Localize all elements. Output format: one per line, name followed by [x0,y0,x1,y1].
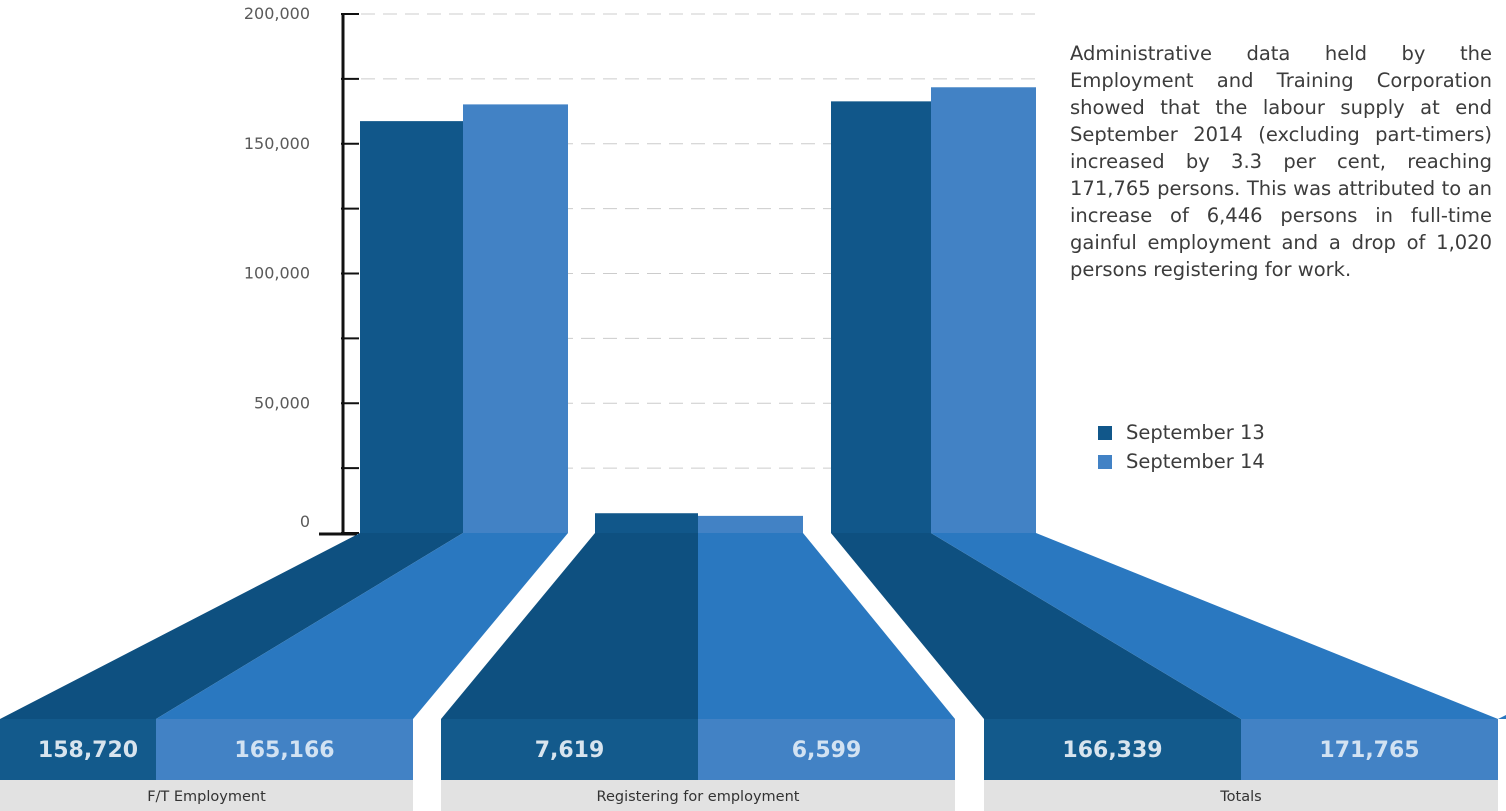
y-tick-label: 50,000 [254,393,310,412]
category-strip-totals [984,780,1498,811]
value-box-totals-september-13 [984,719,1241,780]
y-tick-label: 0 [300,512,310,531]
value-box-registering-for-employment-september-14 [698,719,955,780]
perspective-bands [0,533,1506,719]
band-tail [1498,715,1506,719]
y-tick-label: 150,000 [244,134,310,153]
band-registering-for-employment-september-13 [441,533,698,719]
bar-totals-september-13 [831,101,931,534]
value-label-f-t-employment-september-13: 158,720 [38,738,138,763]
bar-f-t-employment-september-14 [463,104,568,534]
bar-totals-september-14 [931,87,1036,533]
legend-swatch-september-14 [1098,454,1112,469]
bar-f-t-employment-september-13 [360,121,463,534]
bar-registering-for-employment-september-14 [698,515,803,533]
band-f-t-employment-september-14 [156,533,568,719]
category-label-f-t-employment: F/T Employment [147,789,266,805]
legend-swatch-september-13 [1098,425,1112,440]
y-axis: 0 50,000 100,000 150,000 200,000 [244,4,359,536]
legend: September 13 September 14 [1098,418,1265,476]
band-registering-for-employment-september-14 [698,533,955,719]
value-label-registering-for-employment-september-14: 6,599 [792,738,862,763]
value-label-totals-september-14: 171,765 [1319,738,1419,763]
legend-item-september-14: September 14 [1098,447,1265,476]
value-box-totals-september-14 [1241,719,1498,780]
y-tick-label: 100,000 [244,264,310,283]
legend-label-september-14: September 14 [1126,450,1265,473]
category-strip-registering-for-employment [441,780,955,811]
value-label-registering-for-employment-september-13: 7,619 [535,738,605,763]
band-totals-september-14 [931,533,1498,719]
band-totals-september-13 [831,533,1241,719]
value-boxes: 158,720 165,166 7,619 6,599 166,339 171,765 [0,719,1498,780]
bar-registering-for-employment-september-13 [595,513,698,533]
category-strip-f-t-employment [0,780,413,811]
bars [360,87,1036,534]
category-label-totals: Totals [1219,789,1261,805]
value-box-f-t-employment-september-13 [0,719,156,780]
y-tick-label: 200,000 [244,4,310,23]
value-box-f-t-employment-september-14 [156,719,413,780]
legend-label-september-13: September 13 [1126,421,1265,444]
value-box-registering-for-employment-september-13 [441,719,698,780]
band-f-t-employment-september-13 [0,533,463,719]
value-label-totals-september-13: 166,339 [1062,738,1162,763]
category-label-registering-for-employment: Registering for employment [597,789,800,805]
legend-item-september-13: September 13 [1098,418,1265,447]
category-labels: F/T Employment Registering for employment… [0,780,1498,811]
value-label-f-t-employment-september-14: 165,166 [234,738,334,763]
description-text: Administrative data held by the Employme… [1070,41,1492,281]
